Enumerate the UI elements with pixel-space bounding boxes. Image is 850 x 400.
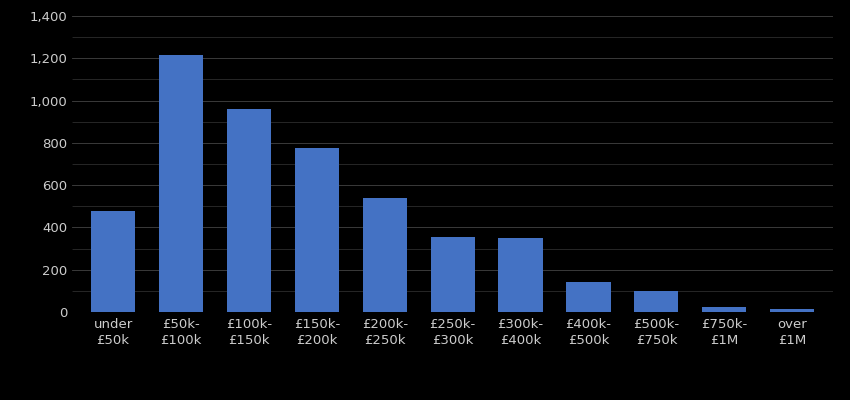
Bar — [702, 307, 746, 312]
Bar — [227, 109, 271, 312]
Bar — [498, 238, 542, 312]
Bar — [363, 198, 407, 312]
Bar — [566, 282, 610, 312]
Bar — [634, 291, 678, 312]
Bar — [770, 310, 814, 312]
Bar — [159, 55, 203, 312]
Bar — [431, 237, 474, 312]
Bar — [91, 210, 135, 312]
Bar — [295, 148, 339, 312]
